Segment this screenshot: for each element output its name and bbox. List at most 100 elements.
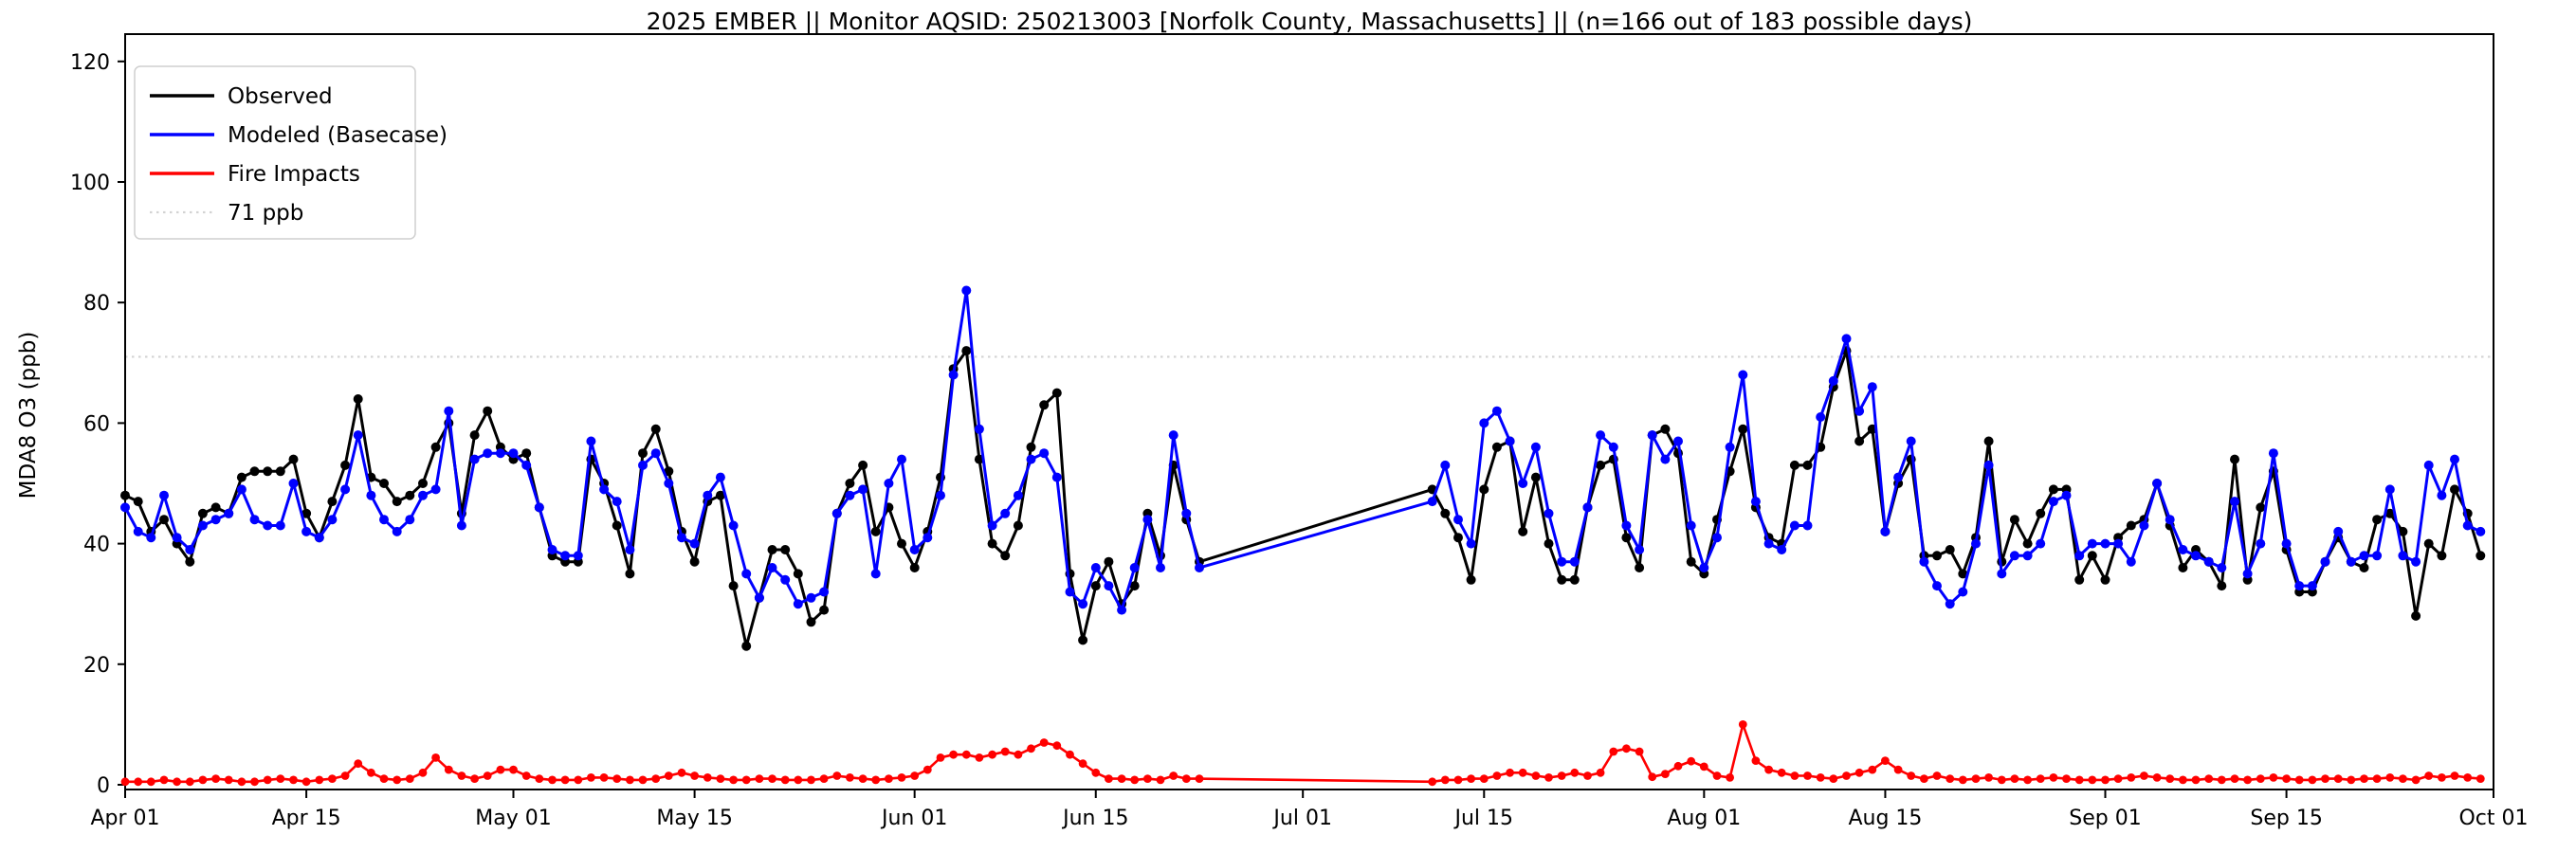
series-modeled-basecase-marker: [2036, 538, 2046, 549]
series-fire-impacts-marker: [741, 775, 751, 785]
series-modeled-basecase-marker: [263, 520, 273, 531]
series-modeled-basecase-marker: [1117, 605, 1127, 615]
series-observed-marker: [120, 490, 130, 500]
series-modeled-basecase-marker: [2139, 520, 2149, 531]
series-observed-marker: [1596, 460, 1606, 470]
series-observed-marker: [2359, 563, 2369, 572]
series-fire-impacts-marker: [1829, 774, 1838, 783]
series-fire-impacts-marker: [1699, 762, 1708, 771]
series-modeled-basecase-marker: [1621, 520, 1632, 531]
series-modeled-basecase-marker: [534, 502, 544, 513]
series-fire-impacts-marker: [1635, 747, 1644, 756]
series-fire-impacts-marker: [1881, 756, 1890, 765]
x-tick-label: Aug 01: [1667, 807, 1741, 830]
x-tick-label: Jul 01: [1271, 807, 1332, 830]
series-fire-impacts-marker: [1518, 768, 1527, 777]
series-modeled-basecase-marker: [1427, 497, 1437, 507]
series-observed-marker: [1932, 551, 1942, 561]
series-modeled-basecase-marker: [1971, 538, 1981, 549]
series-modeled-basecase-marker: [1997, 569, 2007, 579]
series-fire-impacts-marker: [2230, 774, 2239, 783]
series-modeled-basecase-marker: [1440, 460, 1451, 470]
series-fire-impacts-marker: [457, 771, 466, 780]
series-modeled-basecase-marker: [133, 526, 143, 536]
series-fire-impacts-line: [125, 723, 2481, 784]
series-modeled-basecase-marker: [1712, 533, 1722, 543]
x-tick-label: May 01: [475, 807, 551, 830]
series-fire-impacts-marker: [1777, 768, 1786, 777]
series-fire-impacts-marker: [910, 771, 920, 780]
series-fire-impacts-marker: [1143, 774, 1152, 783]
series-fire-impacts-marker: [1958, 775, 1967, 785]
series-fire-impacts-marker: [923, 765, 932, 774]
series-observed-marker: [2437, 551, 2447, 561]
series-modeled-basecase-marker: [444, 406, 454, 416]
series-modeled-basecase-marker: [275, 520, 285, 531]
series-modeled-basecase-marker: [741, 569, 752, 579]
series-modeled-basecase-marker: [1699, 563, 1709, 572]
series-observed-marker: [1738, 424, 1748, 434]
series-modeled-basecase-marker: [1789, 520, 1800, 531]
series-modeled-basecase-marker: [301, 526, 312, 536]
series-fire-impacts-marker: [379, 774, 389, 783]
series-fire-impacts-marker: [159, 775, 169, 785]
series-modeled-basecase-marker: [1491, 406, 1502, 416]
series-fire-impacts-marker: [198, 775, 208, 785]
series-observed-marker: [1569, 574, 1580, 585]
series-modeled-basecase-marker: [858, 484, 868, 495]
series-observed-marker: [1530, 472, 1541, 482]
series-fire-impacts-marker: [1570, 768, 1580, 777]
series-fire-impacts-marker: [1946, 774, 1955, 783]
series-observed-marker: [288, 454, 299, 464]
series-observed-marker: [897, 538, 906, 549]
series-observed-marker: [961, 346, 972, 356]
series-observed-marker: [2411, 610, 2421, 621]
series-modeled-basecase-marker: [1647, 430, 1657, 441]
series-fire-impacts-marker: [1557, 771, 1566, 780]
series-modeled-basecase-marker: [379, 515, 389, 525]
series-fire-impacts-marker: [2010, 774, 2019, 783]
series-modeled-basecase-marker: [1816, 412, 1826, 422]
series-modeled-basecase-marker: [599, 484, 610, 495]
series-fire-impacts-marker: [975, 753, 984, 762]
series-fire-impacts-marker: [794, 775, 803, 785]
series-modeled-basecase-marker: [974, 424, 984, 434]
series-fire-impacts-marker: [768, 774, 776, 783]
series-observed-marker: [650, 424, 661, 434]
series-fire-impacts-marker: [897, 773, 906, 782]
series-observed-marker: [353, 394, 363, 404]
series-fire-impacts-marker: [587, 773, 595, 782]
series-observed-marker: [858, 460, 868, 470]
series-modeled-basecase-marker: [1919, 556, 1929, 567]
series-fire-impacts-marker: [2463, 773, 2473, 782]
series-fire-impacts-marker: [2191, 775, 2201, 785]
series-fire-impacts-marker: [703, 773, 712, 782]
series-modeled-basecase-marker: [831, 508, 842, 518]
series-observed-marker: [845, 479, 855, 488]
series-modeled-basecase-marker: [1104, 581, 1114, 591]
series-observed-marker: [1854, 436, 1865, 446]
series-fire-impacts-marker: [988, 750, 996, 759]
series-modeled-basecase-marker: [2398, 551, 2408, 561]
series-observed-marker: [236, 472, 247, 482]
legend-item-label: Modeled (Basecase): [228, 123, 448, 148]
series-observed-marker: [1686, 556, 1696, 567]
series-fire-impacts-marker: [2282, 774, 2292, 783]
series-observed-marker: [2256, 502, 2266, 513]
series-fire-impacts-marker: [2152, 773, 2162, 782]
y-tick-label: 120: [70, 51, 110, 75]
series-observed-marker: [430, 442, 441, 452]
series-observed-marker: [1945, 545, 1955, 554]
series-fire-impacts-marker: [1609, 747, 1618, 756]
series-fire-impacts-marker: [1156, 775, 1165, 785]
series-modeled-basecase-marker: [715, 472, 725, 482]
series-fire-impacts-marker: [1893, 765, 1903, 774]
series-fire-impacts-marker: [2424, 771, 2434, 780]
series-modeled-basecase-marker: [1039, 448, 1050, 459]
series-modeled-basecase-marker: [1854, 406, 1865, 416]
series-observed-marker: [819, 605, 830, 615]
series-fire-impacts-marker: [1467, 774, 1475, 783]
series-fire-impacts-marker: [250, 777, 259, 787]
series-observed-marker: [1453, 533, 1463, 543]
